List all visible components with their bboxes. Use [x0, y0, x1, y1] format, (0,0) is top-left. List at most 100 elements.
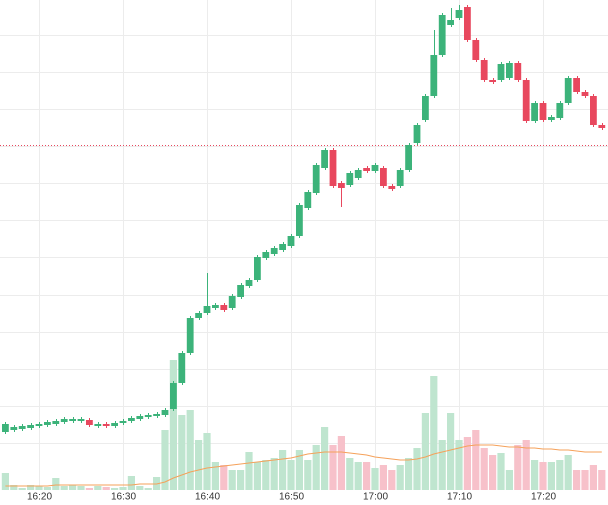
volume-bar — [1, 473, 9, 490]
candle-body — [464, 7, 471, 40]
candle-body — [363, 168, 370, 171]
candle-body — [86, 420, 93, 425]
volume-bar — [312, 445, 320, 490]
volume-bar — [388, 470, 396, 490]
candle-body — [514, 63, 522, 80]
volume-bar — [463, 437, 471, 490]
volume-bar — [279, 450, 287, 490]
candle-body — [380, 168, 387, 186]
candle-body — [94, 424, 102, 426]
candle-body — [245, 280, 253, 286]
volume-bar — [102, 487, 110, 490]
candle-body — [161, 410, 169, 415]
candle-body — [170, 383, 177, 409]
candle-body — [153, 414, 160, 416]
x-tick-label: 16:30 — [111, 492, 136, 503]
candle-body — [2, 424, 9, 432]
candle-body — [18, 426, 26, 429]
volume-bar — [195, 440, 203, 490]
candle-body — [396, 170, 404, 186]
candle-body — [312, 165, 320, 193]
x-tick-label: 17:00 — [363, 492, 388, 503]
volume-bar — [270, 458, 278, 490]
volume-bar — [354, 462, 362, 490]
candle-body — [489, 80, 496, 82]
volume-bar — [161, 430, 169, 490]
volume-bar — [497, 453, 505, 490]
candle-body — [506, 63, 513, 78]
volume-bar — [505, 470, 513, 490]
candle-body — [27, 425, 34, 428]
volume-bar — [598, 470, 606, 490]
volume-bar — [438, 440, 446, 490]
candle-body — [556, 103, 564, 118]
candle-body — [44, 422, 51, 425]
candle-body — [203, 306, 211, 313]
volume-bar — [304, 460, 312, 490]
candle-body — [254, 257, 261, 280]
volume-bar — [220, 465, 228, 490]
volume-bar — [52, 478, 60, 490]
x-tick-label: 16:40 — [195, 492, 220, 503]
volume-bar — [262, 460, 270, 490]
volume-bar — [371, 468, 379, 490]
candle-body — [548, 117, 555, 120]
candle-body — [111, 423, 118, 426]
candle-body — [237, 285, 244, 297]
volume-bar — [547, 462, 555, 490]
candle-body — [472, 40, 480, 60]
candle-body — [354, 170, 362, 178]
volume-bar — [581, 470, 589, 490]
volume-bar — [127, 476, 135, 490]
volume-bar — [10, 485, 18, 490]
volume-bar — [337, 436, 345, 490]
volume-bar — [573, 470, 581, 490]
candle-body — [270, 248, 278, 254]
volume-bar — [480, 448, 488, 490]
volume-bar — [178, 415, 186, 490]
volume-bar — [363, 462, 371, 490]
candle-body — [35, 424, 43, 426]
candle-body — [102, 424, 110, 426]
volume-bar — [405, 458, 413, 490]
volume-bar — [329, 445, 337, 490]
volume-bar — [211, 462, 219, 490]
volume-bar — [522, 440, 530, 490]
candle-body — [598, 125, 606, 128]
volume-bar — [539, 462, 547, 490]
volume-bar — [295, 450, 303, 490]
candle-body — [77, 419, 85, 421]
volume-bar — [472, 430, 480, 490]
volume-bar — [564, 455, 572, 490]
candle-body — [413, 125, 421, 143]
candle-body — [52, 421, 60, 424]
candle-body — [539, 103, 547, 120]
candle-body — [296, 205, 303, 236]
volume-bar — [245, 452, 253, 490]
volume-bar — [321, 427, 329, 490]
candle-body — [144, 415, 152, 417]
volume-bar — [85, 488, 93, 490]
candle-body — [136, 416, 144, 419]
candle-body — [329, 150, 337, 186]
candle-body — [10, 427, 18, 430]
volume-bar — [27, 485, 35, 490]
volume-bar — [455, 440, 463, 490]
candle-body — [581, 92, 589, 96]
candle-body — [405, 145, 412, 170]
candle-body — [590, 96, 597, 125]
volume-bar — [287, 460, 295, 490]
candle-body — [573, 78, 580, 92]
candle-body — [422, 96, 429, 120]
candle-body — [287, 236, 295, 246]
candle-body — [531, 103, 538, 121]
x-tick-label: 16:20 — [27, 492, 52, 503]
candle-body — [371, 165, 379, 171]
volume-ma-line — [5, 444, 602, 487]
candle-body — [564, 78, 572, 103]
volume-bar — [237, 470, 245, 490]
volume-bar — [119, 487, 127, 490]
volume-bar — [228, 470, 236, 490]
volume-bar — [136, 486, 144, 490]
volume-bar — [396, 465, 404, 490]
